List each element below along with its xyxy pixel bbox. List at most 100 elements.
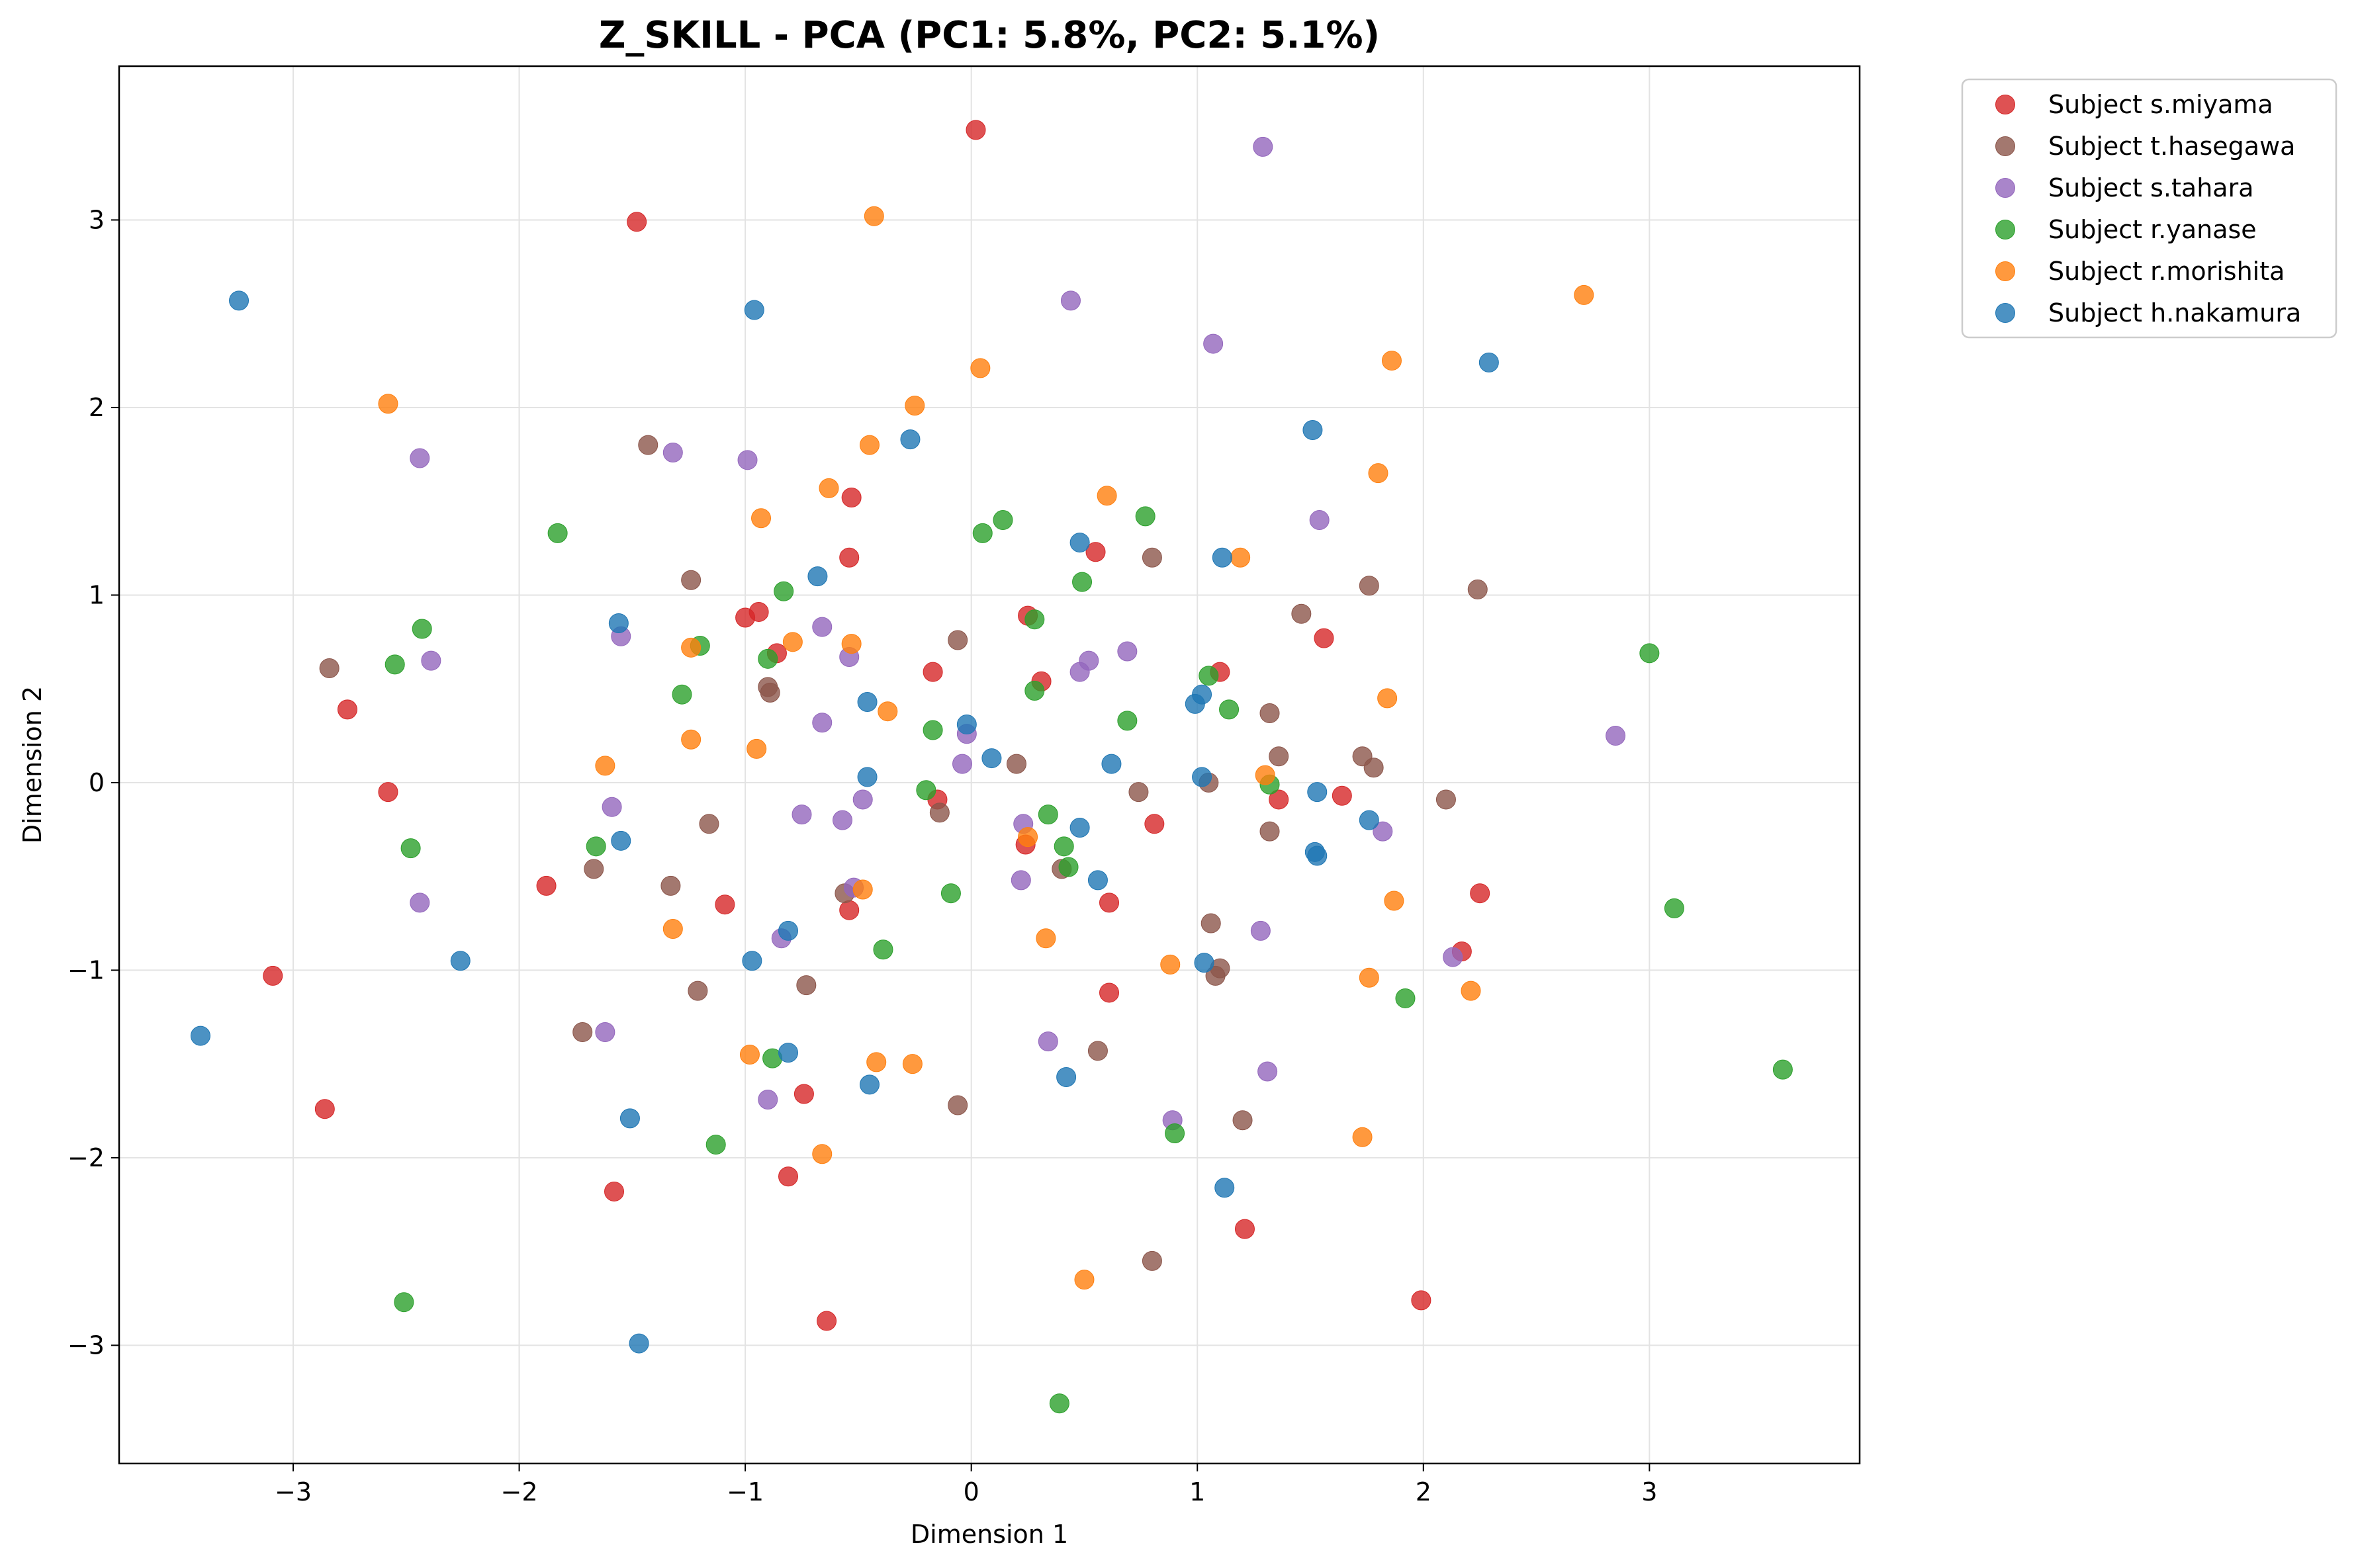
data-point: [1069, 817, 1090, 838]
data-point: [681, 729, 702, 750]
data-point: [1269, 789, 1289, 810]
data-point: [1144, 814, 1165, 834]
data-point: [900, 429, 921, 450]
data-point: [638, 435, 658, 455]
data-point: [1232, 1110, 1253, 1131]
data-point: [1302, 419, 1323, 440]
y-axis-label: Dimension 2: [18, 686, 47, 844]
data-point: [1359, 810, 1379, 830]
data-point: [751, 508, 772, 529]
data-point: [1212, 547, 1232, 568]
data-point: [1024, 681, 1045, 701]
data-point: [190, 1025, 210, 1046]
data-point: [672, 684, 692, 705]
data-point: [859, 1074, 880, 1095]
data-point: [812, 617, 833, 637]
y-tick-label: −1: [68, 955, 105, 984]
data-point: [793, 1084, 814, 1104]
series-t-hasegawa: [319, 435, 1488, 1271]
data-point: [1309, 510, 1330, 531]
data-point: [394, 1292, 414, 1313]
data-point: [314, 1099, 335, 1119]
data-point: [1060, 290, 1081, 311]
data-point: [1036, 928, 1056, 949]
data-point: [1160, 954, 1181, 975]
data-point: [1395, 988, 1416, 1008]
data-point: [923, 662, 943, 682]
data-point: [832, 810, 852, 830]
data-point: [782, 632, 803, 652]
y-tick-label: 2: [89, 393, 105, 422]
data-point: [1203, 333, 1224, 354]
legend-marker: [1995, 95, 2015, 114]
data-point: [812, 1144, 833, 1164]
data-point: [970, 358, 991, 378]
data-point: [547, 523, 568, 543]
data-point: [1058, 857, 1079, 877]
data-point: [410, 448, 430, 468]
data-point: [739, 1044, 760, 1065]
data-point: [1192, 767, 1212, 787]
data-point: [819, 478, 839, 498]
data-point: [1664, 898, 1684, 918]
data-point: [1205, 965, 1226, 986]
data-point: [229, 290, 249, 311]
y-axis-ticks: −3 −2 −1 0 1 2 3: [68, 205, 119, 1360]
data-point: [595, 1022, 615, 1042]
data-point: [1259, 821, 1280, 842]
data-point: [627, 212, 647, 232]
data-point: [852, 879, 873, 900]
legend-marker: [1995, 303, 2015, 323]
data-point: [878, 701, 898, 722]
data-point: [421, 650, 441, 671]
data-point: [1478, 352, 1499, 372]
legend-entry-label: Subject s.tahara: [2048, 173, 2253, 202]
data-point: [681, 637, 702, 658]
legend: Subject s.miyama Subject t.hasegawa Subjec…: [1961, 78, 2337, 339]
x-tick-label: 3: [1641, 1477, 1657, 1506]
data-point: [812, 713, 833, 733]
data-point: [319, 658, 340, 679]
data-point: [1069, 533, 1090, 553]
x-tick-label: 2: [1416, 1477, 1431, 1506]
data-point: [778, 1043, 799, 1063]
data-point: [681, 570, 702, 590]
data-point: [744, 300, 764, 320]
data-point: [923, 720, 943, 740]
data-point: [602, 797, 622, 817]
data-point: [864, 206, 884, 226]
data-point: [1291, 603, 1312, 624]
data-point: [1069, 662, 1090, 682]
data-point: [1606, 726, 1626, 746]
data-point: [1384, 891, 1404, 911]
data-point: [1639, 643, 1660, 664]
data-point: [1467, 579, 1488, 599]
data-point: [1363, 758, 1384, 778]
data-point: [857, 692, 878, 713]
data-point: [857, 767, 878, 787]
data-point: [584, 859, 604, 879]
data-point: [1135, 506, 1155, 527]
data-point: [1099, 982, 1120, 1003]
data-point: [1314, 628, 1334, 648]
data-point: [1074, 1270, 1095, 1290]
data-point: [905, 396, 925, 416]
data-point: [662, 919, 683, 939]
plot-area-frame: [118, 65, 1861, 1465]
series-h-nakamura: [190, 290, 1499, 1354]
data-point: [742, 951, 762, 971]
data-point: [873, 939, 893, 960]
data-point: [852, 789, 873, 810]
data-point: [841, 488, 862, 508]
data-point: [748, 601, 769, 622]
data-point: [608, 613, 629, 633]
data-point: [948, 630, 968, 650]
data-point: [1332, 785, 1352, 806]
data-point: [940, 883, 961, 904]
data-point: [1165, 1123, 1185, 1144]
data-point: [778, 1166, 799, 1187]
data-point: [1772, 1059, 1793, 1080]
data-point: [662, 442, 683, 462]
legend-entry-label: Subject r.morishita: [2048, 257, 2285, 286]
legend-entry-label: Subject s.miyama: [2048, 90, 2273, 119]
